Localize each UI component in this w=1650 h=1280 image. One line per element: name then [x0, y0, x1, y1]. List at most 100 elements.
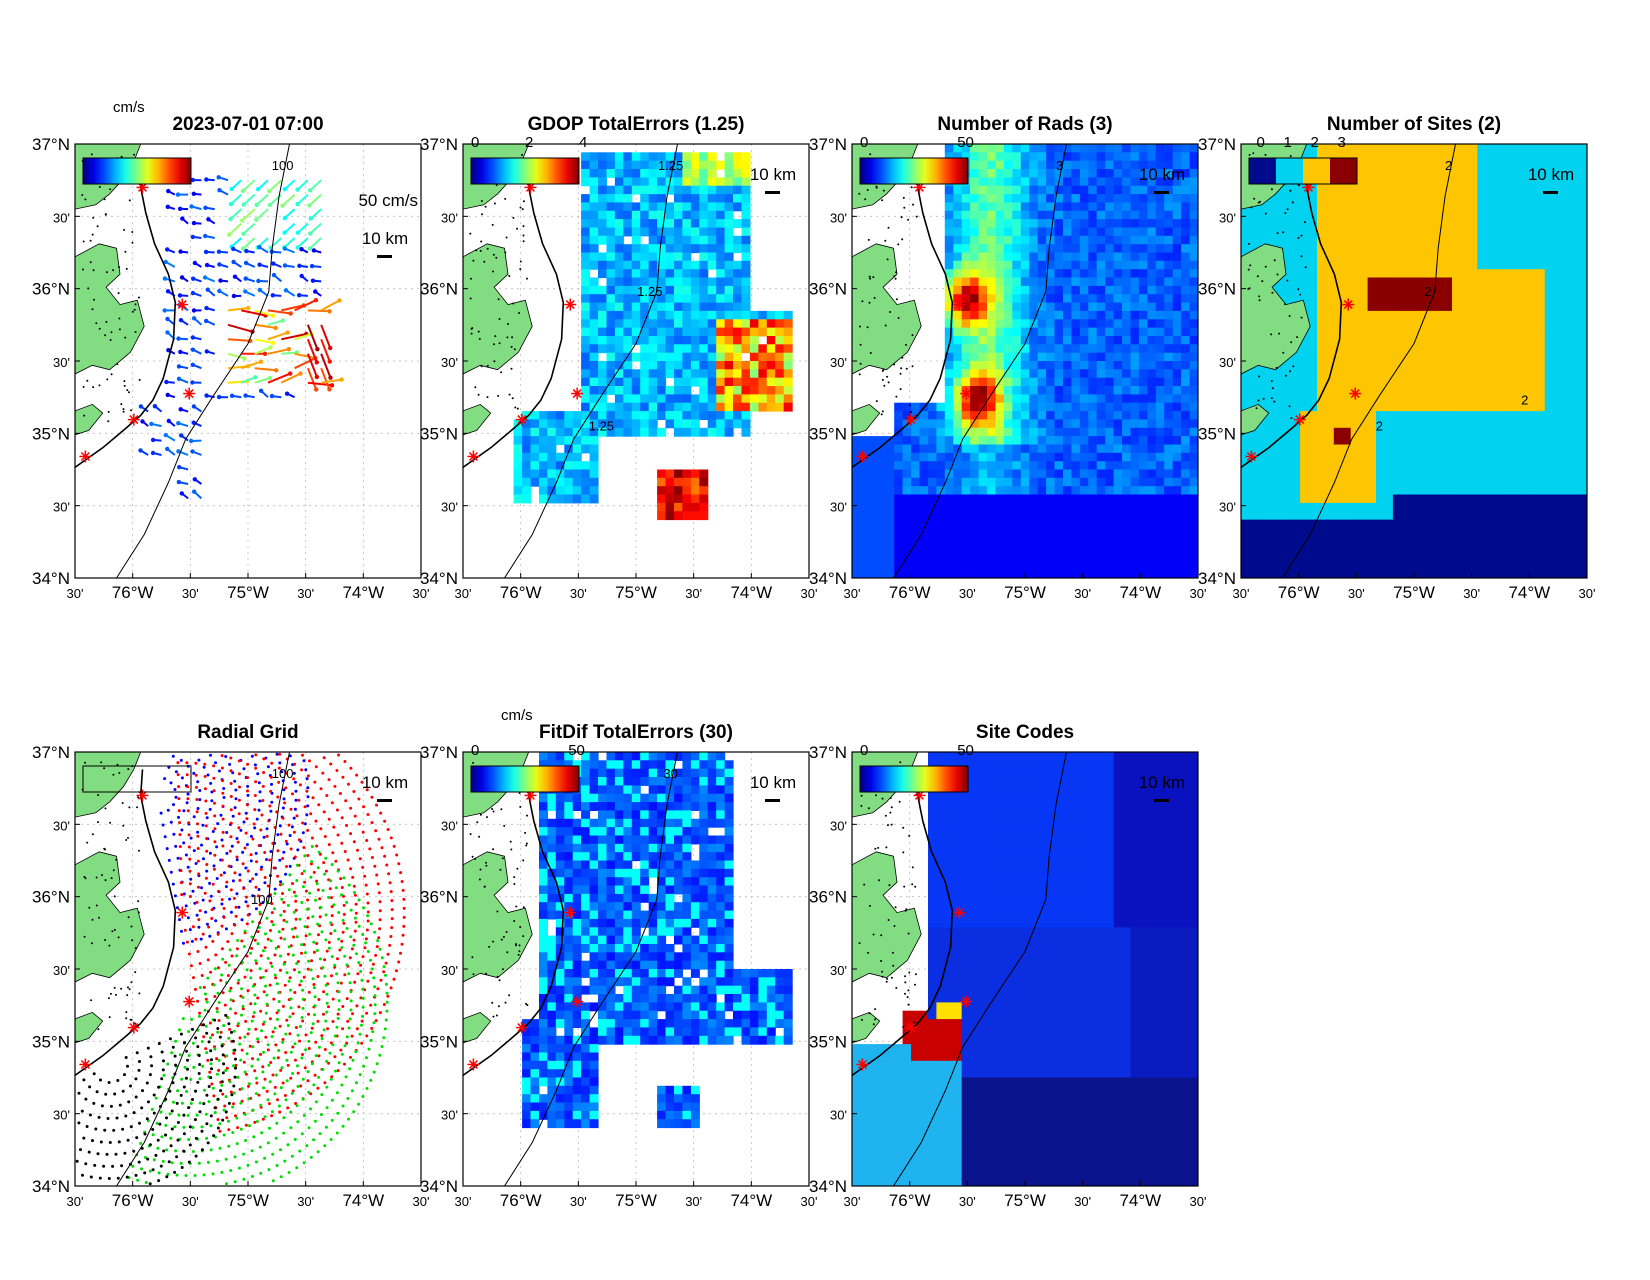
field-cell — [1046, 311, 1055, 320]
field-cell — [708, 394, 717, 403]
field-cell — [649, 211, 658, 220]
field-cell — [716, 369, 725, 378]
field-cell — [699, 495, 708, 504]
field-cell — [1460, 570, 1469, 579]
field-cell — [1029, 361, 1038, 370]
field-cell — [590, 194, 599, 203]
field-cell — [987, 553, 996, 562]
field-cell — [852, 503, 861, 512]
field-cell — [962, 278, 971, 287]
field-cell — [1012, 361, 1021, 370]
field-cell — [979, 244, 988, 253]
field-cell — [1427, 177, 1436, 186]
field-cell — [1063, 528, 1072, 537]
field-cell — [1368, 202, 1377, 211]
field-cell — [920, 470, 929, 479]
field-cell — [970, 428, 979, 437]
field-cell — [640, 161, 649, 170]
field-cell — [1147, 561, 1156, 570]
field-cell — [1012, 386, 1021, 395]
field-cell — [1080, 570, 1089, 579]
field-cell — [581, 378, 590, 387]
current-vector-head — [283, 216, 287, 220]
shoreline-speck — [84, 198, 86, 200]
current-vector-head — [189, 439, 193, 443]
field-cell — [1266, 461, 1275, 470]
field-cell — [1460, 470, 1469, 479]
field-cell — [1105, 228, 1114, 237]
field-cell — [1181, 520, 1190, 529]
field-cell — [1181, 152, 1190, 161]
field-cell — [1376, 228, 1385, 237]
field-cell — [1147, 319, 1156, 328]
current-vector-head — [176, 192, 180, 196]
field-cell — [1401, 269, 1410, 278]
field-cell — [894, 436, 903, 445]
field-cell — [987, 453, 996, 462]
field-cell — [1486, 403, 1495, 412]
latitude-tick-label: 37°N — [809, 135, 847, 154]
field-cell — [1275, 486, 1284, 495]
field-cell — [1494, 386, 1503, 395]
field-cell — [1080, 236, 1089, 245]
field-cell — [1359, 186, 1368, 195]
field-cell — [708, 194, 717, 203]
field-cell — [581, 253, 590, 262]
field-cell — [970, 503, 979, 512]
field-cell — [1469, 344, 1478, 353]
field-cell — [1292, 461, 1301, 470]
field-cell — [1393, 236, 1402, 245]
field-cell — [1325, 553, 1334, 562]
current-vector-head — [300, 274, 304, 278]
field-cell — [1164, 336, 1173, 345]
field-cell — [1029, 177, 1038, 186]
field-cell — [1486, 419, 1495, 428]
shoreline-speck — [511, 346, 513, 348]
colorbar-tick-label: 50 — [957, 134, 974, 151]
field-cell — [996, 152, 1005, 161]
field-cell — [699, 219, 708, 228]
field-cell — [691, 152, 700, 161]
field-cell — [1241, 561, 1250, 570]
field-cell — [1164, 278, 1173, 287]
field-cell — [1477, 219, 1486, 228]
field-cell — [1300, 453, 1309, 462]
current-vector-head — [165, 330, 169, 334]
field-cell — [1131, 219, 1140, 228]
field-cell — [1342, 253, 1351, 262]
field-cell — [581, 461, 590, 470]
field-cell — [1173, 211, 1182, 220]
contour-label: 100 — [272, 158, 294, 173]
field-cell — [1080, 411, 1089, 420]
field-cell — [1029, 445, 1038, 454]
shoreline-speck — [523, 200, 525, 202]
field-cell — [1114, 486, 1123, 495]
field-cell — [1494, 194, 1503, 203]
field-cell — [1055, 486, 1064, 495]
field-cell — [1477, 311, 1486, 320]
field-cell — [1055, 428, 1064, 437]
field-cell — [1139, 202, 1148, 211]
field-cell — [1063, 219, 1072, 228]
field-cell — [1385, 411, 1394, 420]
field-cell — [1351, 411, 1360, 420]
field-cell — [987, 403, 996, 412]
shoreline-speck — [106, 271, 108, 273]
current-vector-head — [166, 393, 170, 397]
field-cell — [1292, 511, 1301, 520]
field-cell — [1071, 570, 1080, 579]
field-cell — [996, 286, 1005, 295]
field-cell — [1444, 261, 1453, 270]
field-cell — [1156, 286, 1165, 295]
field-cell — [784, 394, 793, 403]
field-cell — [1486, 244, 1495, 253]
field-cell — [666, 228, 675, 237]
field-cell — [657, 186, 666, 195]
field-cell — [1460, 219, 1469, 228]
field-cell — [1460, 411, 1469, 420]
field-cell — [1342, 344, 1351, 353]
field-cell — [699, 394, 708, 403]
field-cell — [590, 253, 599, 262]
field-cell — [945, 186, 954, 195]
field-cell — [1334, 436, 1343, 445]
